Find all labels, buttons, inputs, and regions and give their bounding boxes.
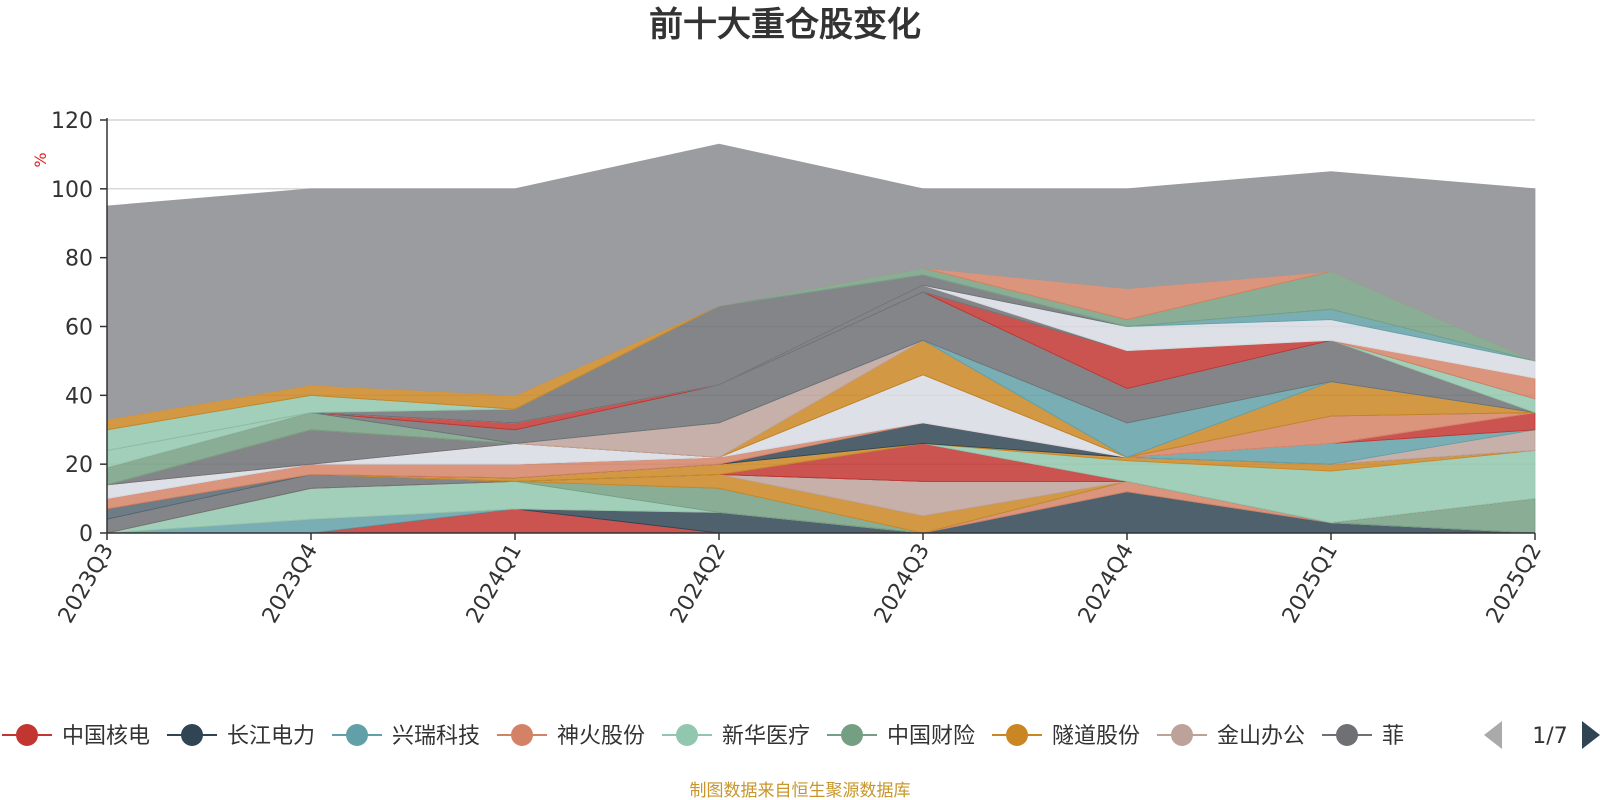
x-tick-label: 2025Q1 (1278, 540, 1343, 628)
legend-item[interactable]: 兴瑞科技 (332, 724, 480, 749)
y-tick-label: 20 (65, 453, 93, 478)
legend-marker (1171, 724, 1193, 746)
legend-marker (1006, 724, 1028, 746)
legend-item[interactable]: 金山办公 (1157, 724, 1305, 749)
x-tick-label: 2023Q3 (54, 540, 119, 628)
area-series-39 (106, 143, 1536, 420)
legend-label: 新华医疗 (722, 724, 810, 749)
x-tick-label: 2024Q3 (870, 540, 935, 628)
legend-page-indicator: 1/7 (1532, 724, 1567, 749)
legend-label: 菲 (1382, 724, 1404, 749)
legend-label: 隧道股份 (1052, 724, 1140, 749)
legend-item[interactable]: 中国财险 (827, 724, 975, 749)
x-tick-label: 2023Q4 (258, 540, 323, 628)
x-tick-label: 2024Q2 (666, 540, 731, 628)
x-tick-label: 2024Q4 (1074, 540, 1139, 628)
legend-item[interactable]: 隧道股份 (992, 724, 1140, 749)
legend-item[interactable]: 新华医疗 (662, 724, 810, 749)
y-tick-label: 80 (65, 247, 93, 272)
y-tick-label: 120 (51, 109, 93, 134)
legend-item[interactable]: 长江电力 (167, 724, 315, 749)
legend-label: 中国财险 (887, 724, 975, 749)
chart-title: 前十大重仓股变化 (649, 5, 921, 45)
x-tick-label: 2024Q1 (462, 540, 527, 628)
legend-items: 中国核电 长江电力 兴瑞科技 神火股份 新华医疗 中国财险 隧道股份 金山办公 菲 (2, 724, 1404, 749)
legend-marker (181, 724, 203, 746)
y-tick-label: 40 (65, 384, 93, 409)
y-tick-label: 60 (65, 316, 93, 341)
legend-prev-arrow-icon[interactable] (1484, 721, 1502, 749)
legend-item[interactable]: 神火股份 (497, 724, 645, 749)
data-source-footer: 制图数据来自恒生聚源数据库 (690, 781, 911, 800)
legend-label: 兴瑞科技 (392, 724, 480, 749)
legend-item[interactable]: 中国核电 (2, 724, 150, 749)
legend-marker (511, 724, 533, 746)
legend: 中国核电 长江电力 兴瑞科技 神火股份 新华医疗 中国财险 隧道股份 金山办公 菲 1/7 (2, 721, 1600, 749)
legend-label: 金山办公 (1217, 724, 1305, 749)
y-tick-label: 100 (51, 178, 93, 203)
legend-next-arrow-icon[interactable] (1582, 721, 1600, 749)
legend-marker (1336, 724, 1358, 746)
y-axis-unit: % (31, 152, 50, 167)
area-layer (106, 143, 1536, 534)
legend-label: 中国核电 (62, 724, 150, 749)
y-tick-label: 0 (79, 522, 93, 547)
legend-label: 神火股份 (557, 724, 645, 749)
legend-label: 长江电力 (227, 724, 315, 749)
legend-marker (676, 724, 698, 746)
x-tick-label: 2025Q2 (1482, 540, 1547, 628)
legend-item[interactable]: 菲 (1322, 724, 1404, 749)
legend-marker (841, 724, 863, 746)
legend-marker (346, 724, 368, 746)
legend-marker (16, 724, 38, 746)
